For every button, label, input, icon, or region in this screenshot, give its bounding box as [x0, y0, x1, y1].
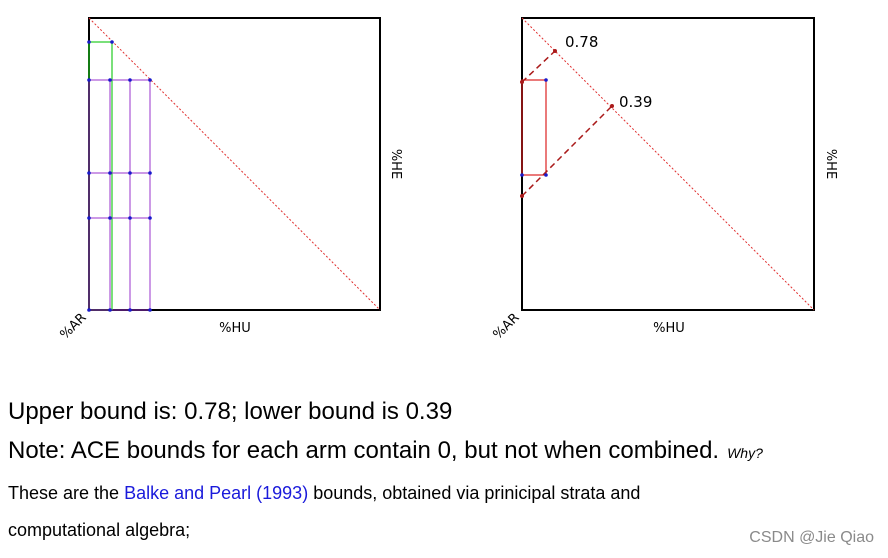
right-red-box	[521, 79, 547, 176]
reference-after: bounds, obtained via prinicipal strata a…	[308, 483, 641, 503]
why-link[interactable]: Why?	[727, 445, 763, 461]
left-green-box	[88, 41, 113, 311]
left-figure: %HU %HE %AR	[58, 17, 403, 343]
right-lower-bound-line	[521, 105, 613, 197]
left-grid-points	[87, 40, 152, 312]
right-diagonal	[521, 17, 815, 311]
left-y-label: %HE	[388, 149, 403, 179]
reference-before: These are the	[8, 483, 125, 503]
reference-continuation: computational algebra;	[8, 520, 191, 540]
right-x-label: %HU	[653, 321, 685, 336]
balke-pearl-link[interactable]: Balke and Pearl (1993)	[124, 483, 309, 503]
left-purple-grid	[88, 79, 151, 311]
note-line: Note: ACE bounds for each arm contain 0,…	[8, 437, 763, 465]
right-points	[520, 49, 614, 198]
right-figure: 0.78 0.39 %HU %HE %AR	[491, 17, 838, 343]
watermark: CSDN @Jie Qiao	[749, 529, 874, 546]
reference-line: These are the Balke and Pearl (1993) bou…	[8, 483, 640, 504]
right-corner-label: %AR	[491, 311, 523, 343]
right-y-label: %HE	[823, 149, 838, 179]
left-diagonal	[88, 17, 381, 311]
bounds-statement: Upper bound is: 0.78; lower bound is 0.3…	[8, 398, 453, 425]
note-text: Note: ACE bounds for each arm contain 0,…	[8, 437, 720, 464]
right-upper-bound-line	[521, 50, 556, 83]
right-upper-value: 0.78	[565, 33, 598, 51]
figures: %HU %HE %AR 0.78 0.39 %HU %HE %AR	[58, 17, 838, 343]
left-x-label: %HU	[219, 321, 251, 336]
left-corner-label: %AR	[58, 311, 90, 343]
right-lower-value: 0.39	[619, 93, 652, 111]
